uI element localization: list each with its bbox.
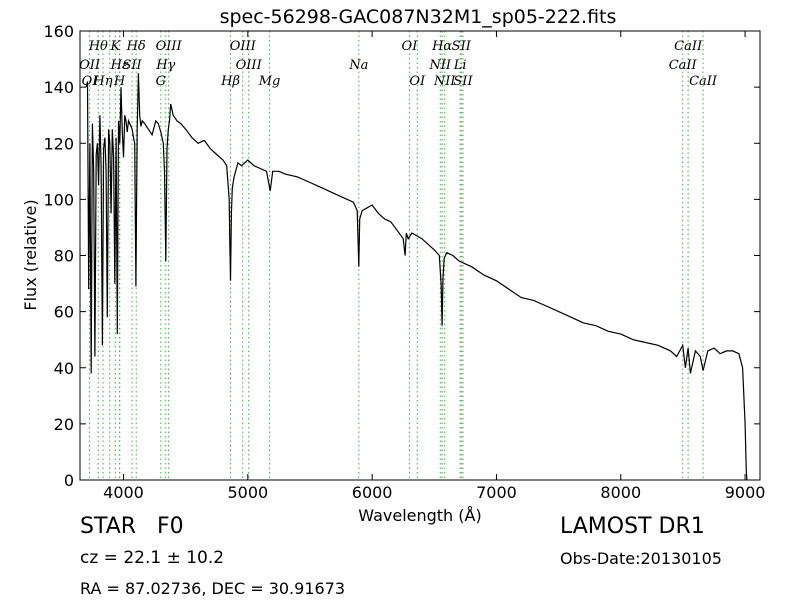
line-label-lines_low-7: NII bbox=[433, 74, 457, 89]
x-tick-label-8000: 8000 bbox=[600, 483, 641, 502]
line-label-lines_low-2: H bbox=[113, 74, 126, 89]
line-label-lines_mid-3: Hγ bbox=[155, 58, 175, 73]
line-label-lines_top-0: Hθ bbox=[88, 39, 108, 54]
spectrum-line bbox=[85, 73, 748, 481]
line-label-lines_top-7: SII bbox=[452, 39, 472, 54]
line-label-lines_low-5: Mg bbox=[258, 74, 281, 89]
plot-frame bbox=[79, 30, 761, 481]
line-label-lines_mid-6: NII bbox=[428, 58, 452, 73]
line-label-lines_top-3: OIII bbox=[156, 39, 183, 54]
object-class: STAR F0 bbox=[80, 514, 184, 539]
line-label-lines_mid-0: OII bbox=[79, 58, 101, 73]
line-label-lines_low-9: CaII bbox=[689, 74, 718, 89]
line-label-lines_low-4: Hβ bbox=[220, 74, 240, 89]
x-axis-ticks: 4000 5000 6000 7000 8000 9000 bbox=[103, 31, 765, 502]
y-tick-label-80: 80 bbox=[54, 247, 74, 266]
line-label-lines_low-0: OI bbox=[82, 74, 99, 89]
line-label-lines_low-3: G bbox=[156, 74, 166, 89]
y-tick-label-60: 60 bbox=[54, 303, 74, 322]
class-label: STAR bbox=[80, 514, 137, 539]
line-label-lines_low-6: OI bbox=[409, 74, 426, 89]
line-label-lines_top-1: K bbox=[109, 39, 121, 54]
y-tick-label-0: 0 bbox=[64, 471, 74, 490]
y-tick-label-140: 140 bbox=[43, 78, 74, 97]
y-axis-ticks: 0 20 40 60 80 100 120 140 160 bbox=[43, 22, 760, 490]
line-label-lines_mid-2: SII bbox=[122, 58, 142, 73]
line-label-lines_mid-4: OIII bbox=[236, 58, 263, 73]
line-label-lines_top-8: CaII bbox=[674, 39, 703, 54]
y-tick-label-160: 160 bbox=[43, 22, 74, 41]
line-label-lines_top-5: OI bbox=[402, 39, 419, 54]
redshift-label: cz = 22.1 ± 10.2 bbox=[80, 548, 225, 568]
survey-label: LAMOST DR1 bbox=[560, 514, 705, 539]
y-tick-label-20: 20 bbox=[54, 415, 74, 434]
x-tick-label-7000: 7000 bbox=[476, 483, 517, 502]
coordinates-label: RA = 87.02736, DEC = 30.91673 bbox=[80, 579, 346, 598]
line-label-lines_top-6: Hα bbox=[431, 39, 452, 54]
line-label-lines_mid-8: CaII bbox=[669, 58, 698, 73]
line-label-lines_top-2: Hδ bbox=[126, 39, 146, 54]
line-label-lines_low-8: SII bbox=[453, 74, 473, 89]
subclass-label: F0 bbox=[157, 514, 184, 539]
line-label-lines_low-1: Hη bbox=[92, 74, 112, 89]
line-label-lines_mid-7: Li bbox=[453, 58, 467, 73]
spectral-line-markers bbox=[89, 31, 704, 480]
x-tick-label-5000: 5000 bbox=[227, 483, 268, 502]
x-tick-label-6000: 6000 bbox=[352, 483, 393, 502]
y-tick-label-40: 40 bbox=[54, 359, 74, 378]
line-label-lines_top-4: OIII bbox=[230, 39, 257, 54]
x-tick-label-9000: 9000 bbox=[725, 483, 766, 502]
line-label-lines_mid-5: Na bbox=[348, 58, 368, 73]
y-tick-label-100: 100 bbox=[43, 190, 74, 209]
chart-title: spec-56298-GAC087N32M1_sp05-222.fits bbox=[220, 6, 617, 28]
y-axis-label: Flux (relative) bbox=[21, 199, 40, 310]
line-label-lines_mid-1: Hε bbox=[110, 58, 129, 73]
x-tick-label-4000: 4000 bbox=[103, 483, 144, 502]
obs-date-label: Obs-Date:20130105 bbox=[560, 549, 722, 568]
x-axis-label: Wavelength (Å) bbox=[358, 506, 481, 525]
y-tick-label-120: 120 bbox=[43, 134, 74, 153]
